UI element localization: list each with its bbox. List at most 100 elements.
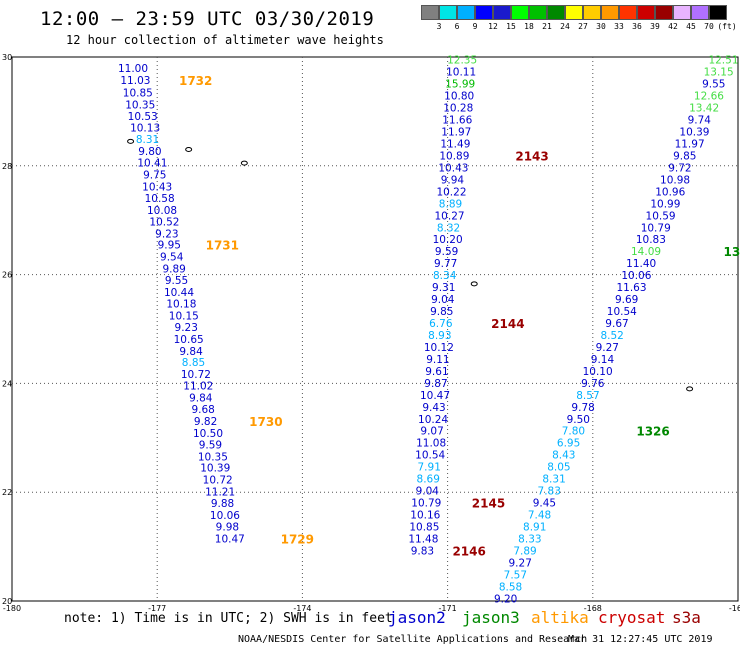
- swh-value: 9.27: [509, 557, 532, 569]
- y-tick-label: 22: [2, 488, 12, 497]
- swh-value: 9.87: [424, 378, 447, 390]
- swh-value: 10.06: [621, 270, 651, 282]
- swh-value: 9.75: [143, 170, 166, 182]
- swh-value: 7.48: [528, 510, 551, 522]
- page-title: 12:00 — 23:59 UTC 03/30/2019: [40, 8, 375, 30]
- swh-value: 7.57: [504, 569, 527, 581]
- swh-value: 9.84: [189, 393, 213, 405]
- swh-value: 10.06: [210, 510, 240, 522]
- swh-value: 9.88: [211, 498, 234, 510]
- swh-value: 9.95: [158, 240, 181, 252]
- swh-value: 11.08: [416, 438, 446, 450]
- colorbar-labels: 3 6 9 12 15 18 21 24 27 30 33 36 39 42 45 70 (ft): [421, 22, 740, 34]
- swh-value: 8.89: [439, 198, 462, 210]
- swh-value: 9.78: [571, 402, 594, 414]
- swh-value: 10.28: [443, 103, 473, 115]
- swh-value: 9.69: [615, 294, 638, 306]
- x-tick-label: -165: [729, 604, 740, 613]
- colorbar-label: 21: [542, 22, 552, 31]
- swh-value: 12.51: [708, 55, 738, 67]
- swh-value: 10.47: [420, 390, 450, 402]
- swh-value: 9.04: [431, 294, 455, 306]
- swh-value: 8.33: [518, 533, 541, 545]
- swh-value: 6.95: [557, 438, 580, 450]
- swh-value: 9.74: [688, 115, 712, 127]
- x-tick-label: -171: [439, 604, 457, 613]
- y-tick-label: 20: [2, 597, 12, 606]
- swh-value: 10.89: [439, 150, 469, 162]
- swh-value: 10.54: [415, 450, 445, 462]
- pass-time-label: 1729: [281, 532, 314, 546]
- legend-cryosat: cryosat: [598, 608, 666, 627]
- swh-value: 9.89: [162, 264, 185, 276]
- swh-value: 9.80: [138, 146, 161, 158]
- x-tick-label: -174: [293, 604, 311, 613]
- swh-value: 10.41: [137, 158, 167, 170]
- swh-value: 13.42: [689, 103, 719, 115]
- swh-value: 8.05: [547, 462, 570, 474]
- swh-value: 9.61: [425, 366, 448, 378]
- swh-value: 9.85: [430, 306, 453, 318]
- legend-jason3: jason3: [462, 608, 520, 627]
- swh-value: 8.85: [182, 357, 205, 369]
- swh-value: 9.76: [581, 378, 605, 390]
- swh-value: 7.83: [538, 486, 561, 498]
- swh-value: 10.83: [636, 234, 666, 246]
- swh-colorbar: [421, 5, 727, 20]
- pass-time-label: 1731: [206, 239, 239, 253]
- swh-value: 8.43: [552, 450, 575, 462]
- swh-value: 8.52: [600, 330, 623, 342]
- x-tick-label: -177: [148, 604, 166, 613]
- swh-value: 10.85: [409, 521, 439, 533]
- swh-value: 10.27: [435, 210, 465, 222]
- swh-value: 10.53: [128, 111, 158, 123]
- swh-value: 11.66: [442, 115, 472, 127]
- colorbar-swatch: [691, 5, 709, 20]
- swh-value: 9.27: [596, 342, 619, 354]
- swh-value: 8.57: [576, 390, 599, 402]
- colorbar-label: 39: [650, 22, 660, 31]
- swh-value: 10.65: [174, 334, 204, 346]
- swh-value: 10.43: [142, 181, 172, 193]
- swh-value: 9.11: [426, 354, 449, 366]
- y-tick-label: 26: [2, 271, 12, 280]
- island-outline: [686, 386, 694, 392]
- swh-value: 7.91: [418, 462, 441, 474]
- colorbar-swatch: [475, 5, 493, 20]
- swh-value: 9.20: [494, 593, 517, 605]
- swh-value: 9.55: [702, 79, 725, 91]
- swh-value: 11.63: [616, 282, 646, 294]
- swh-value: 10.39: [679, 127, 709, 139]
- swh-value: 11.40: [626, 258, 656, 270]
- pass-time-label: 2144: [491, 317, 524, 331]
- footer-credit: NOAA/NESDIS Center for Satellite Applica…: [238, 634, 588, 645]
- colorbar-label: 3: [436, 22, 442, 31]
- pass-time-label: 2146: [452, 544, 485, 558]
- colorbar-swatch: [547, 5, 565, 20]
- swh-value: 12.35: [447, 55, 477, 67]
- colorbar-swatch: [457, 5, 475, 20]
- swh-value: 10.08: [147, 205, 177, 217]
- swh-value: 9.72: [668, 162, 691, 174]
- pass-time-label: 1732: [179, 74, 212, 88]
- island-outline: [470, 281, 478, 287]
- swh-value: 9.43: [422, 402, 445, 414]
- swh-value: 10.50: [193, 428, 223, 440]
- pass-time-label: 1730: [249, 415, 282, 429]
- y-tick-label: 28: [2, 162, 12, 171]
- swh-value: 10.80: [444, 91, 474, 103]
- swh-value: 10.43: [438, 162, 468, 174]
- swh-value: 9.85: [673, 150, 696, 162]
- colorbar-swatch: [439, 5, 457, 20]
- swh-value: 15.99: [445, 79, 475, 91]
- swh-value: 10.59: [646, 210, 676, 222]
- swh-value: 12.66: [694, 91, 724, 103]
- swh-value: 10.99: [650, 198, 680, 210]
- pass-time-label: 1326: [636, 425, 669, 439]
- swh-value: 8.32: [437, 222, 460, 234]
- swh-value: 9.68: [191, 404, 214, 416]
- swh-value: 10.79: [411, 498, 441, 510]
- swh-value: 10.85: [123, 87, 153, 99]
- swh-value: 8.91: [523, 521, 546, 533]
